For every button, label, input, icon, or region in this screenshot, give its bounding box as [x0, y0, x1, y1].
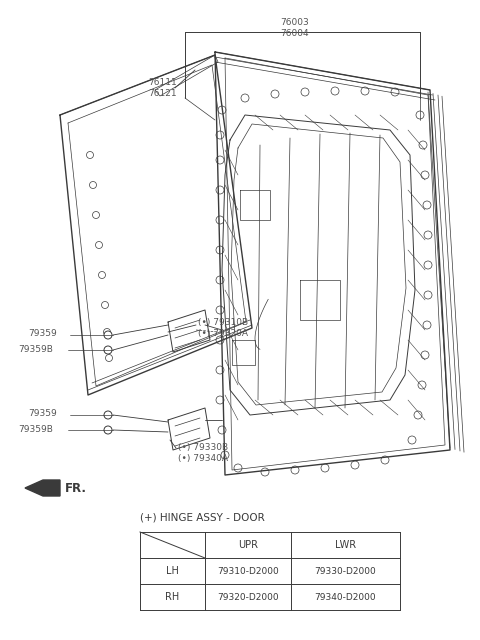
Ellipse shape [419, 141, 427, 149]
Ellipse shape [291, 466, 299, 474]
Ellipse shape [423, 201, 431, 209]
Ellipse shape [218, 426, 226, 434]
Text: 76003
76004: 76003 76004 [281, 18, 310, 38]
Ellipse shape [104, 426, 112, 434]
Ellipse shape [86, 152, 94, 159]
Ellipse shape [421, 171, 429, 179]
Text: LH: LH [166, 566, 179, 576]
Ellipse shape [261, 468, 269, 476]
Ellipse shape [221, 451, 229, 459]
Ellipse shape [424, 261, 432, 269]
Text: 76111
76121: 76111 76121 [148, 78, 177, 98]
Ellipse shape [216, 336, 224, 344]
Text: 79359: 79359 [28, 408, 57, 417]
Ellipse shape [331, 87, 339, 95]
Ellipse shape [106, 355, 112, 362]
Ellipse shape [234, 464, 242, 472]
Ellipse shape [216, 366, 224, 374]
Ellipse shape [216, 156, 224, 164]
Text: 79330-D2000: 79330-D2000 [314, 566, 376, 575]
Text: 79320-D2000: 79320-D2000 [217, 593, 279, 602]
Text: (+) HINGE ASSY - DOOR: (+) HINGE ASSY - DOOR [140, 512, 265, 522]
Text: 79340-D2000: 79340-D2000 [314, 593, 376, 602]
Ellipse shape [321, 464, 329, 472]
Ellipse shape [416, 111, 424, 119]
Ellipse shape [101, 301, 108, 308]
Ellipse shape [391, 88, 399, 96]
Ellipse shape [361, 87, 369, 95]
Ellipse shape [104, 411, 112, 419]
Ellipse shape [271, 90, 279, 98]
Text: 79359B: 79359B [18, 426, 53, 435]
Text: RH: RH [166, 592, 180, 602]
Ellipse shape [216, 306, 224, 314]
Ellipse shape [104, 346, 112, 354]
Text: 79310-D2000: 79310-D2000 [217, 566, 279, 575]
Ellipse shape [241, 94, 249, 102]
Text: LWR: LWR [335, 540, 356, 550]
Ellipse shape [218, 106, 226, 114]
Text: 79359: 79359 [28, 328, 57, 337]
Ellipse shape [423, 321, 431, 329]
Ellipse shape [351, 461, 359, 469]
Polygon shape [25, 480, 60, 496]
Ellipse shape [216, 246, 224, 254]
Ellipse shape [216, 131, 224, 139]
Ellipse shape [216, 216, 224, 224]
Ellipse shape [216, 186, 224, 194]
Ellipse shape [424, 291, 432, 299]
Ellipse shape [216, 276, 224, 284]
Text: (•) 79330B
(•) 79340A: (•) 79330B (•) 79340A [178, 443, 228, 463]
Ellipse shape [93, 211, 99, 218]
Ellipse shape [96, 241, 103, 248]
Ellipse shape [418, 381, 426, 389]
Ellipse shape [216, 396, 224, 404]
Ellipse shape [104, 328, 110, 335]
Text: (•) 79310B
(•) 79320A: (•) 79310B (•) 79320A [198, 318, 248, 338]
Ellipse shape [104, 331, 112, 339]
Ellipse shape [301, 88, 309, 96]
Text: FR.: FR. [65, 481, 87, 495]
Ellipse shape [98, 271, 106, 278]
Text: 79359B: 79359B [18, 346, 53, 355]
Ellipse shape [408, 436, 416, 444]
Ellipse shape [421, 351, 429, 359]
Ellipse shape [414, 411, 422, 419]
Text: UPR: UPR [238, 540, 258, 550]
Ellipse shape [424, 231, 432, 239]
Ellipse shape [89, 182, 96, 189]
Ellipse shape [381, 456, 389, 464]
